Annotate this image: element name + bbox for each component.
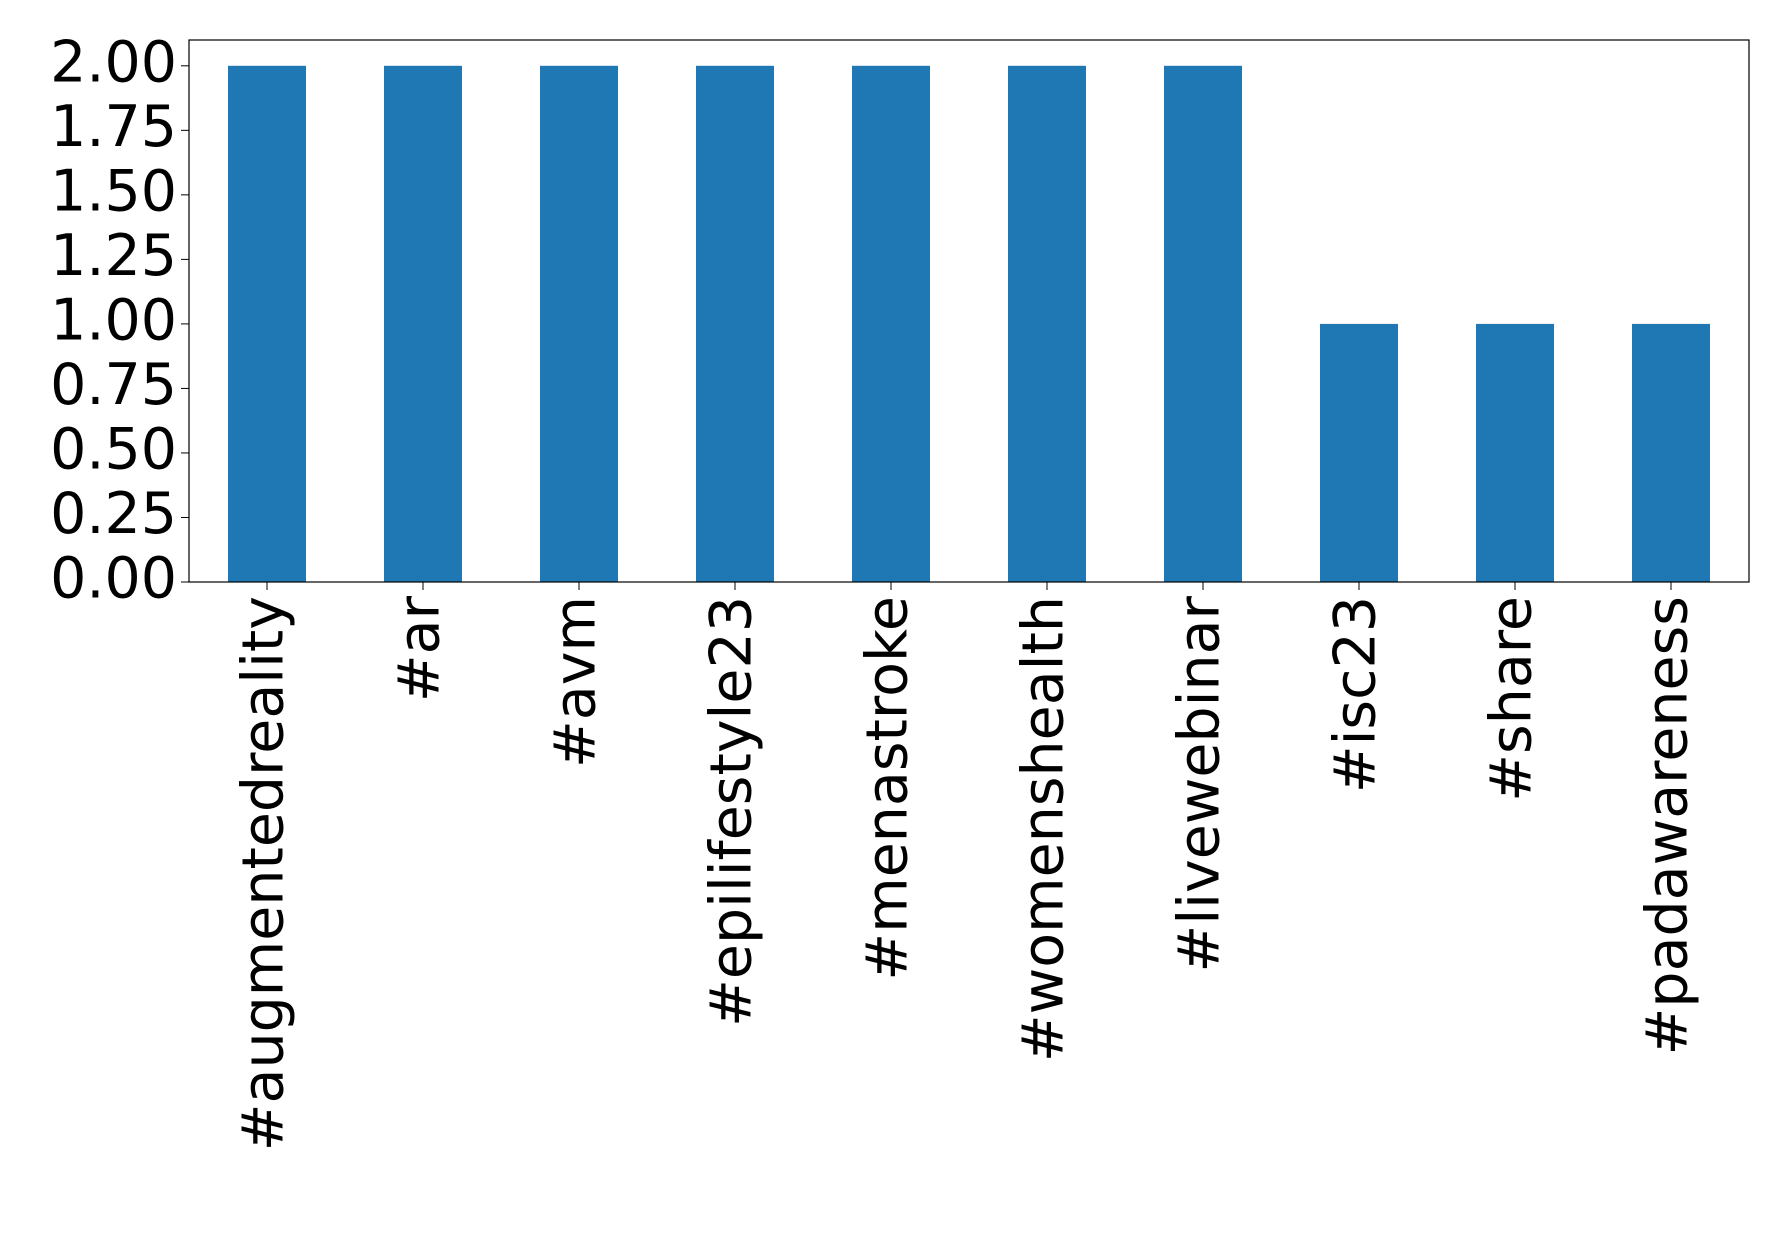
y-tick-label: 1.00 — [50, 288, 177, 354]
y-tick-label: 0.50 — [50, 417, 177, 483]
x-tick-label: #isc23 — [1323, 596, 1389, 793]
bar — [1320, 323, 1398, 582]
bar — [1164, 65, 1242, 583]
bar — [1632, 323, 1710, 582]
x-tick-label: #epilifestyle23 — [699, 596, 765, 1027]
x-tick-label: #livewebinar — [1167, 595, 1233, 972]
y-tick-label: 1.25 — [50, 223, 177, 289]
bar — [696, 65, 774, 583]
bar — [852, 65, 930, 583]
x-tick-label: #avm — [543, 596, 609, 768]
bar — [1476, 323, 1554, 582]
x-tick-label: #menastroke — [855, 596, 921, 981]
x-tick-label: #augmentedreality — [231, 596, 297, 1151]
bar — [384, 65, 462, 583]
y-tick-label: 0.75 — [50, 352, 177, 418]
x-tick-label: #womenshealth — [1011, 596, 1077, 1062]
plot-frame — [188, 39, 1750, 583]
y-tick-label: 0.25 — [50, 481, 177, 547]
x-tick-label: #padawareness — [1635, 596, 1701, 1055]
y-tick-label: 1.50 — [50, 158, 177, 224]
bar — [540, 65, 618, 583]
bar — [228, 65, 306, 583]
y-tick-label: 1.75 — [50, 94, 177, 160]
y-tick-label: 0.00 — [50, 546, 177, 612]
x-tick-label: #share — [1479, 596, 1545, 802]
bar — [1008, 65, 1086, 583]
x-tick-label: #ar — [387, 595, 453, 702]
y-tick-label: 2.00 — [50, 29, 177, 95]
